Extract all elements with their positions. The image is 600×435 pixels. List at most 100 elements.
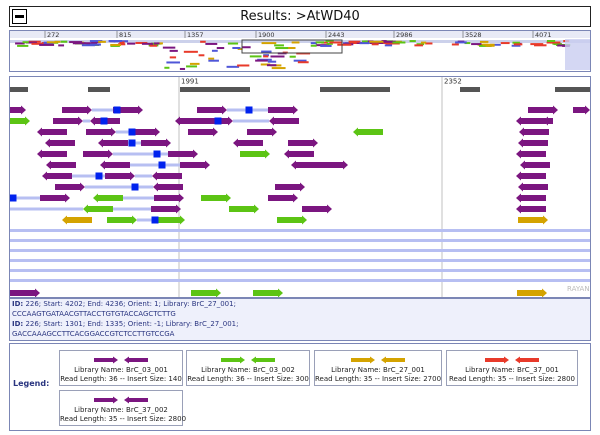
- pair-link: [83, 119, 90, 123]
- read-arrow: [10, 288, 40, 298]
- detail-panel[interactable]: 1991 2352 RAYAN: [9, 76, 591, 298]
- detail-track[interactable]: 1991 2352 RAYAN: [9, 77, 590, 298]
- pair-link: [130, 163, 180, 167]
- paired-arrows-icon: [221, 356, 275, 364]
- paired-arrows-icon: [485, 356, 539, 364]
- legend-item-brc-03-002: Library Name: BrC_03_002 Read Length: 36…: [186, 350, 310, 386]
- read-arrow: [519, 127, 549, 137]
- read-arrow: [180, 160, 210, 170]
- overview-read: [274, 44, 284, 47]
- read-arrow: [124, 356, 148, 364]
- read-arrow: [152, 171, 182, 181]
- overview-read: [263, 55, 269, 58]
- read-arrow: [269, 116, 299, 126]
- read-arrow: [94, 356, 118, 364]
- overview-read: [425, 42, 433, 45]
- read-arrow: [168, 149, 198, 159]
- overview-read: [485, 44, 495, 47]
- legend-library-name: Library Name: BrC_03_001: [74, 366, 168, 374]
- gap-marker: [151, 216, 159, 224]
- overview-tick-label: 3528: [465, 31, 482, 39]
- read-arrow: [37, 127, 67, 137]
- overview-read: [141, 42, 154, 45]
- overview-read: [266, 64, 277, 67]
- overview-read: [58, 44, 65, 47]
- read-arrow: [86, 127, 116, 137]
- overview-read: [39, 43, 55, 46]
- overview-read: [479, 40, 489, 43]
- overview-read: [471, 43, 482, 46]
- read-info-panel: ID: 226; Start: 4202; End: 4236; Orient:…: [9, 298, 591, 341]
- pair-link: [10, 196, 40, 200]
- overview-read: [119, 41, 125, 44]
- read-arrow: [528, 105, 558, 115]
- read-arrow: [516, 193, 546, 203]
- read-arrow: [83, 204, 113, 214]
- overview-read: [337, 43, 352, 46]
- pair-link: [116, 130, 130, 134]
- gap-marker: [214, 117, 222, 125]
- overview-read: [216, 47, 225, 50]
- read-arrow: [517, 288, 547, 298]
- overview-tick-label: 272: [47, 31, 59, 39]
- read-arrow: [543, 116, 553, 126]
- overview-read: [260, 63, 271, 66]
- overview-read: [237, 64, 250, 67]
- viewport-window[interactable]: [241, 39, 343, 54]
- read-arrow: [46, 160, 76, 170]
- overview-read: [297, 61, 309, 64]
- overview-read: [198, 54, 205, 57]
- overview-read: [179, 67, 186, 70]
- scale-tick-label: 2352: [444, 78, 462, 86]
- read-arrow: [284, 149, 314, 159]
- collapse-button[interactable]: [12, 9, 27, 24]
- legend-read-meta: Read Length: 35 -- Insert Size: 2800: [60, 415, 187, 423]
- read-arrow: [275, 182, 305, 192]
- overview-read: [183, 50, 198, 53]
- overview-read: [211, 49, 218, 52]
- scale-gap: [390, 87, 460, 92]
- overview-read: [22, 41, 29, 44]
- gap-marker: [153, 150, 161, 158]
- overview-read: [54, 40, 61, 43]
- paired-arrows-icon: [94, 356, 148, 364]
- read-arrow: [516, 204, 546, 214]
- overview-read: [310, 42, 317, 45]
- read-arrow: [515, 356, 539, 364]
- overview-read: [455, 41, 467, 44]
- read-info-2: ID: 226; Start: 1301; End: 1335; Orient:…: [12, 320, 239, 328]
- overview-read: [512, 41, 520, 44]
- read-arrow: [154, 193, 184, 203]
- pair-link: [137, 218, 155, 222]
- overview-read: [186, 65, 198, 68]
- watermark-text: RAYAN: [567, 285, 590, 293]
- overview-tick-label: 4071: [535, 31, 552, 39]
- read-arrow: [277, 215, 307, 225]
- gap-marker: [245, 106, 253, 114]
- read-seq-2: GACCAAAGCCTTCACGGACCGTCTCCTTGTCCGA: [12, 330, 175, 338]
- empty-lane: [10, 249, 590, 252]
- overview-read: [249, 55, 262, 58]
- read-arrow: [268, 105, 298, 115]
- overview-read: [153, 42, 160, 45]
- overview-read: [369, 40, 384, 43]
- read-arrow: [37, 149, 67, 159]
- overview-panel[interactable]: 272 815 1357 1900 2443 2986 3528 4071: [9, 30, 591, 72]
- overview-read: [17, 44, 29, 47]
- overview-read: [227, 42, 239, 45]
- overview-read: [208, 57, 215, 60]
- overview-track[interactable]: 272 815 1357 1900 2443 2986 3528 4071: [10, 31, 590, 71]
- overview-read: [261, 42, 277, 45]
- overview-read: [31, 42, 44, 45]
- read-arrow: [10, 116, 30, 126]
- paired-arrows-icon: [351, 356, 405, 364]
- overview-read: [291, 41, 300, 44]
- results-title: Results: >AtWD40: [240, 9, 360, 24]
- gap-marker: [100, 117, 108, 125]
- gap-marker: [113, 106, 121, 114]
- overview-read: [383, 40, 396, 43]
- overview-read: [511, 44, 521, 47]
- overview-read: [156, 42, 163, 45]
- gap-marker: [128, 128, 136, 136]
- read-arrow: [55, 182, 85, 192]
